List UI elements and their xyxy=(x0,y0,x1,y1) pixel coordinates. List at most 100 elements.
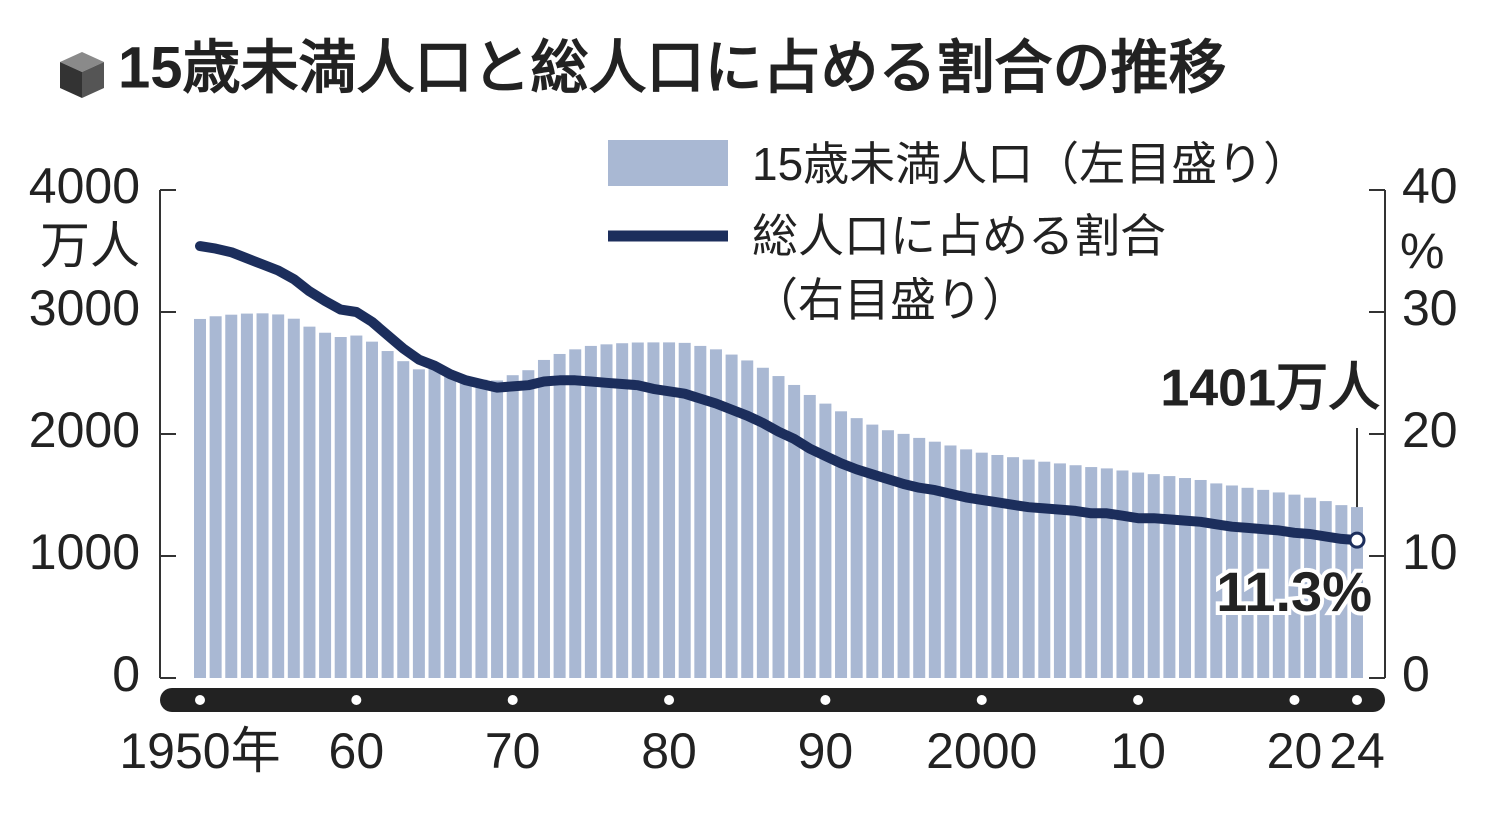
bar xyxy=(1022,459,1035,678)
bar xyxy=(412,369,425,678)
y2-tick-label: 10 xyxy=(1402,524,1458,580)
y2-tick-label: 0 xyxy=(1402,646,1430,702)
bar xyxy=(569,349,582,678)
bar xyxy=(225,314,238,678)
bar xyxy=(1085,467,1098,678)
x-axis-band xyxy=(160,688,1385,712)
bar xyxy=(1007,457,1020,678)
y-axis-unit: 万人 xyxy=(40,218,140,274)
bar xyxy=(303,326,316,678)
bar xyxy=(397,361,410,678)
bar xyxy=(788,384,801,678)
bar xyxy=(194,318,206,678)
bar xyxy=(506,375,519,678)
bar xyxy=(913,437,926,678)
x-tick-label: 2000 xyxy=(926,723,1037,779)
bar xyxy=(1225,485,1238,678)
legend-swatch xyxy=(608,140,728,186)
title-icon xyxy=(60,52,104,98)
bar xyxy=(1272,492,1285,678)
bar xyxy=(491,380,504,678)
x-tick xyxy=(1289,695,1300,705)
bar xyxy=(1179,478,1192,678)
bar xyxy=(1116,470,1129,678)
y-tick-label: 0 xyxy=(112,646,140,702)
x-tick-label: 24 xyxy=(1329,723,1385,779)
bar xyxy=(1100,468,1113,678)
x-tick xyxy=(976,695,987,705)
bar xyxy=(287,318,300,678)
bar xyxy=(881,430,894,678)
bar xyxy=(240,313,253,678)
bar xyxy=(741,360,754,678)
bar xyxy=(647,342,660,678)
bar xyxy=(459,377,472,678)
data-label: 11.3% xyxy=(1216,560,1372,623)
bar xyxy=(1210,483,1223,678)
bar xyxy=(1335,505,1348,678)
bar xyxy=(365,341,378,678)
x-tick-label: 90 xyxy=(798,723,854,779)
y2-axis-unit: % xyxy=(1400,223,1444,279)
bar xyxy=(1288,494,1301,678)
bar xyxy=(1351,507,1363,678)
bar xyxy=(663,342,676,678)
bar xyxy=(819,403,832,678)
bar xyxy=(897,433,910,678)
bar xyxy=(991,454,1004,678)
bar xyxy=(553,353,566,678)
bar xyxy=(866,424,879,678)
bar xyxy=(334,337,347,678)
y2-tick-label: 30 xyxy=(1402,280,1458,336)
y2-tick-label: 20 xyxy=(1402,402,1458,458)
x-tick xyxy=(507,695,518,705)
bar xyxy=(1069,465,1082,678)
x-tick-label: 10 xyxy=(1110,723,1166,779)
bar xyxy=(835,411,848,678)
bar xyxy=(584,345,597,678)
bar xyxy=(803,394,816,678)
data-label: 1401万人 xyxy=(1160,360,1380,418)
y-tick-label: 2000 xyxy=(29,402,140,458)
bar xyxy=(944,445,957,678)
bar xyxy=(256,313,269,678)
line xyxy=(195,241,1362,546)
y-tick-label: 4000 xyxy=(29,158,140,214)
bar xyxy=(850,418,863,678)
bar xyxy=(1241,487,1254,678)
legend-label: 15歳未満人口（左目盛り） xyxy=(752,138,1310,190)
bar xyxy=(1304,497,1317,678)
x-tick-label: 1950年 xyxy=(119,723,280,779)
x-tick xyxy=(820,695,831,705)
bar xyxy=(1132,472,1145,678)
bar xyxy=(1319,501,1332,678)
bar xyxy=(444,374,457,678)
bar xyxy=(600,344,613,678)
bar xyxy=(631,342,644,678)
bar xyxy=(928,441,941,678)
bar xyxy=(350,335,363,678)
y2-tick-label: 40 xyxy=(1402,158,1458,214)
legend-label: 総人口に占める割合（右目盛り） xyxy=(752,210,1166,326)
bar xyxy=(756,367,769,678)
x-tick xyxy=(351,695,362,705)
x-tick xyxy=(1352,695,1362,705)
bar xyxy=(1194,479,1207,678)
bar xyxy=(537,359,550,678)
x-tick-label: 60 xyxy=(329,723,385,779)
bar xyxy=(975,452,988,678)
x-tick-label: 80 xyxy=(641,723,697,779)
bar xyxy=(960,449,973,678)
bar xyxy=(1257,489,1270,678)
bar xyxy=(709,349,722,678)
end-marker xyxy=(1348,531,1366,549)
x-tick xyxy=(1133,695,1144,705)
bar xyxy=(428,366,441,678)
bar xyxy=(1038,461,1051,678)
bar xyxy=(1053,463,1066,678)
bar xyxy=(678,342,691,678)
x-tick-label: 70 xyxy=(485,723,541,779)
bar xyxy=(1163,476,1176,678)
bar xyxy=(522,370,535,678)
